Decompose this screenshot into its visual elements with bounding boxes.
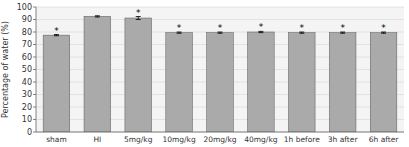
y-tick-label: 100 [17,3,32,12]
grid-line [36,7,404,8]
annotation: * [218,23,223,33]
annotation: * [54,26,59,36]
x-tick-label: 1h before [284,135,320,144]
y-tick-label: 60 [22,53,32,62]
y-tick-label: 30 [22,90,32,99]
y-tick-label: 80 [22,28,32,37]
annotation: * [381,23,386,33]
error-bar [95,16,100,17]
grid-line [36,132,404,133]
bar [207,33,234,132]
y-tick [33,119,36,120]
annotations: * * * * * * * * [54,8,386,36]
bar [166,33,193,132]
y-tick [33,94,36,95]
x-tick-label: 40mg/kg [244,135,277,144]
y-tick [33,69,36,70]
y-tick-label: 90 [22,15,32,24]
bar [125,18,152,132]
chart-container: 0 10 20 30 40 50 60 70 80 90 100 Percentage of wate… [0,0,409,147]
y-tick-label: 20 [22,103,32,112]
y-tick [33,7,36,8]
y-tick [33,132,36,133]
y-tick-label: 10 [22,115,32,124]
plot-background [36,7,404,132]
chart-svg: 0 10 20 30 40 50 60 70 80 90 100 Percentage of wate… [0,0,409,147]
bar [43,35,70,132]
x-tick-label: 6h after [369,135,400,144]
y-axis: 0 10 20 30 40 50 60 70 80 90 100 [17,3,36,137]
x-tick-label: 10mg/kg [162,135,195,144]
x-tick-label: 20mg/kg [203,135,236,144]
bar [288,33,315,132]
x-axis: sham HI 5mg/kg 10mg/kg 20mg/kg 40mg/kg 1h befo… [46,135,399,144]
y-tick [33,44,36,45]
y-tick [33,57,36,58]
bar [370,33,397,132]
annotation: * [259,22,264,32]
y-tick-label: 0 [27,128,32,137]
x-tick-label: 3h after [328,135,359,144]
y-axis-line [36,7,37,132]
y-tick [33,107,36,108]
y-tick [33,32,36,33]
y-tick-label: 70 [22,40,32,49]
y-axis-label: Percentage of water (%) [1,21,10,118]
error-bars [54,16,386,36]
x-tick-label: sham [46,135,67,144]
x-tick-label: 5mg/kg [124,135,153,144]
y-tick [33,82,36,83]
annotation: * [177,23,182,33]
bar [329,33,356,132]
y-tick-label: 50 [22,65,32,74]
annotation: * [340,23,345,33]
x-tick-label: HI [93,135,101,144]
y-tick [33,19,36,20]
bar [84,16,111,132]
x-axis-line [36,132,404,133]
bar [248,32,275,132]
y-tick-label: 40 [22,78,32,87]
grid [36,7,404,132]
bars [43,16,397,132]
annotation: * [300,23,305,33]
annotation: * [136,8,141,18]
